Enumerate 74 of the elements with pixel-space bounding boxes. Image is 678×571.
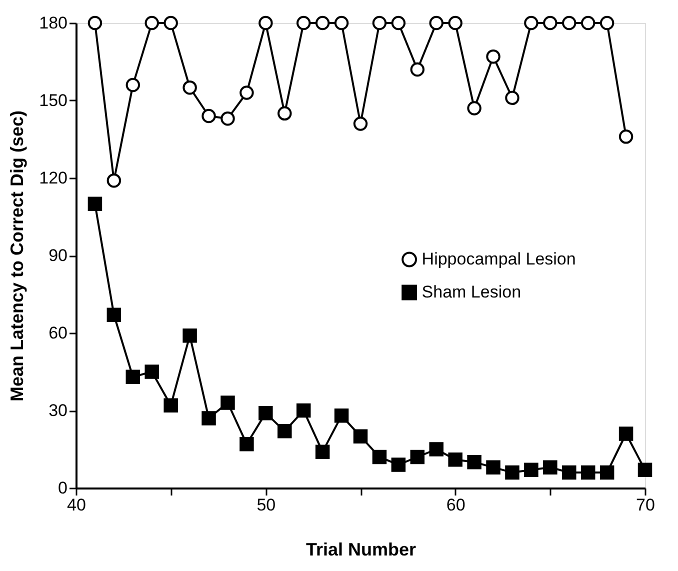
point (638, 462, 652, 478)
legend-label: Sham Lesion (422, 282, 522, 302)
point (334, 408, 349, 423)
point (126, 78, 140, 92)
x-tick-label: 70 (636, 496, 655, 514)
point (202, 108, 216, 124)
point (505, 90, 520, 106)
point (543, 460, 558, 474)
x-tick-label: 50 (256, 496, 276, 514)
point (182, 80, 197, 95)
point (240, 436, 254, 452)
point (618, 426, 634, 441)
point (126, 370, 140, 384)
y-axis-title: Mean Latency to Correct Dig (sec) (7, 110, 28, 402)
point (372, 16, 387, 30)
point (486, 460, 500, 474)
point (220, 111, 235, 126)
x-tick-label: 60 (446, 496, 466, 514)
point (144, 16, 159, 30)
point (429, 16, 444, 30)
point (278, 106, 292, 121)
point (562, 16, 576, 30)
point (486, 49, 500, 64)
point (220, 396, 235, 410)
point (182, 328, 197, 343)
point (353, 116, 368, 131)
point (562, 465, 576, 480)
point (296, 403, 311, 418)
point (258, 406, 273, 420)
x-tick-label: 40 (67, 496, 86, 514)
point (144, 364, 159, 379)
point (315, 444, 330, 459)
point (88, 196, 102, 211)
point (296, 16, 311, 30)
point (372, 450, 387, 464)
point (543, 16, 558, 30)
point (391, 16, 406, 30)
point (448, 452, 462, 467)
point (315, 16, 330, 30)
point (410, 62, 425, 77)
point (580, 16, 596, 30)
point (164, 398, 178, 412)
legend-label: Hippocampal Lesion (422, 250, 576, 268)
point (164, 16, 178, 30)
y-tick-label: 150 (39, 91, 68, 110)
y-tick-label: 120 (39, 168, 68, 188)
point (334, 16, 349, 30)
point (600, 465, 614, 480)
point (391, 458, 406, 472)
y-tick-label: 90 (48, 246, 68, 265)
y-tick-label: 0 (58, 478, 68, 498)
point (258, 16, 273, 30)
point (467, 455, 482, 470)
point (618, 130, 634, 144)
point (580, 465, 596, 480)
point (429, 442, 444, 456)
point (524, 462, 538, 478)
point (202, 411, 216, 426)
point (410, 450, 425, 464)
point (106, 173, 122, 188)
point (240, 86, 254, 100)
point (448, 16, 462, 30)
point (353, 429, 368, 444)
x-axis-title: Trial Number (306, 540, 416, 560)
point (106, 308, 122, 322)
y-tick-label: 30 (48, 401, 68, 420)
point (278, 424, 292, 438)
point (88, 16, 102, 30)
y-tick-label: 60 (48, 324, 68, 342)
point (600, 16, 614, 30)
y-tick-label: 180 (39, 14, 68, 32)
point (524, 16, 538, 30)
point (505, 465, 520, 480)
point (467, 101, 482, 116)
